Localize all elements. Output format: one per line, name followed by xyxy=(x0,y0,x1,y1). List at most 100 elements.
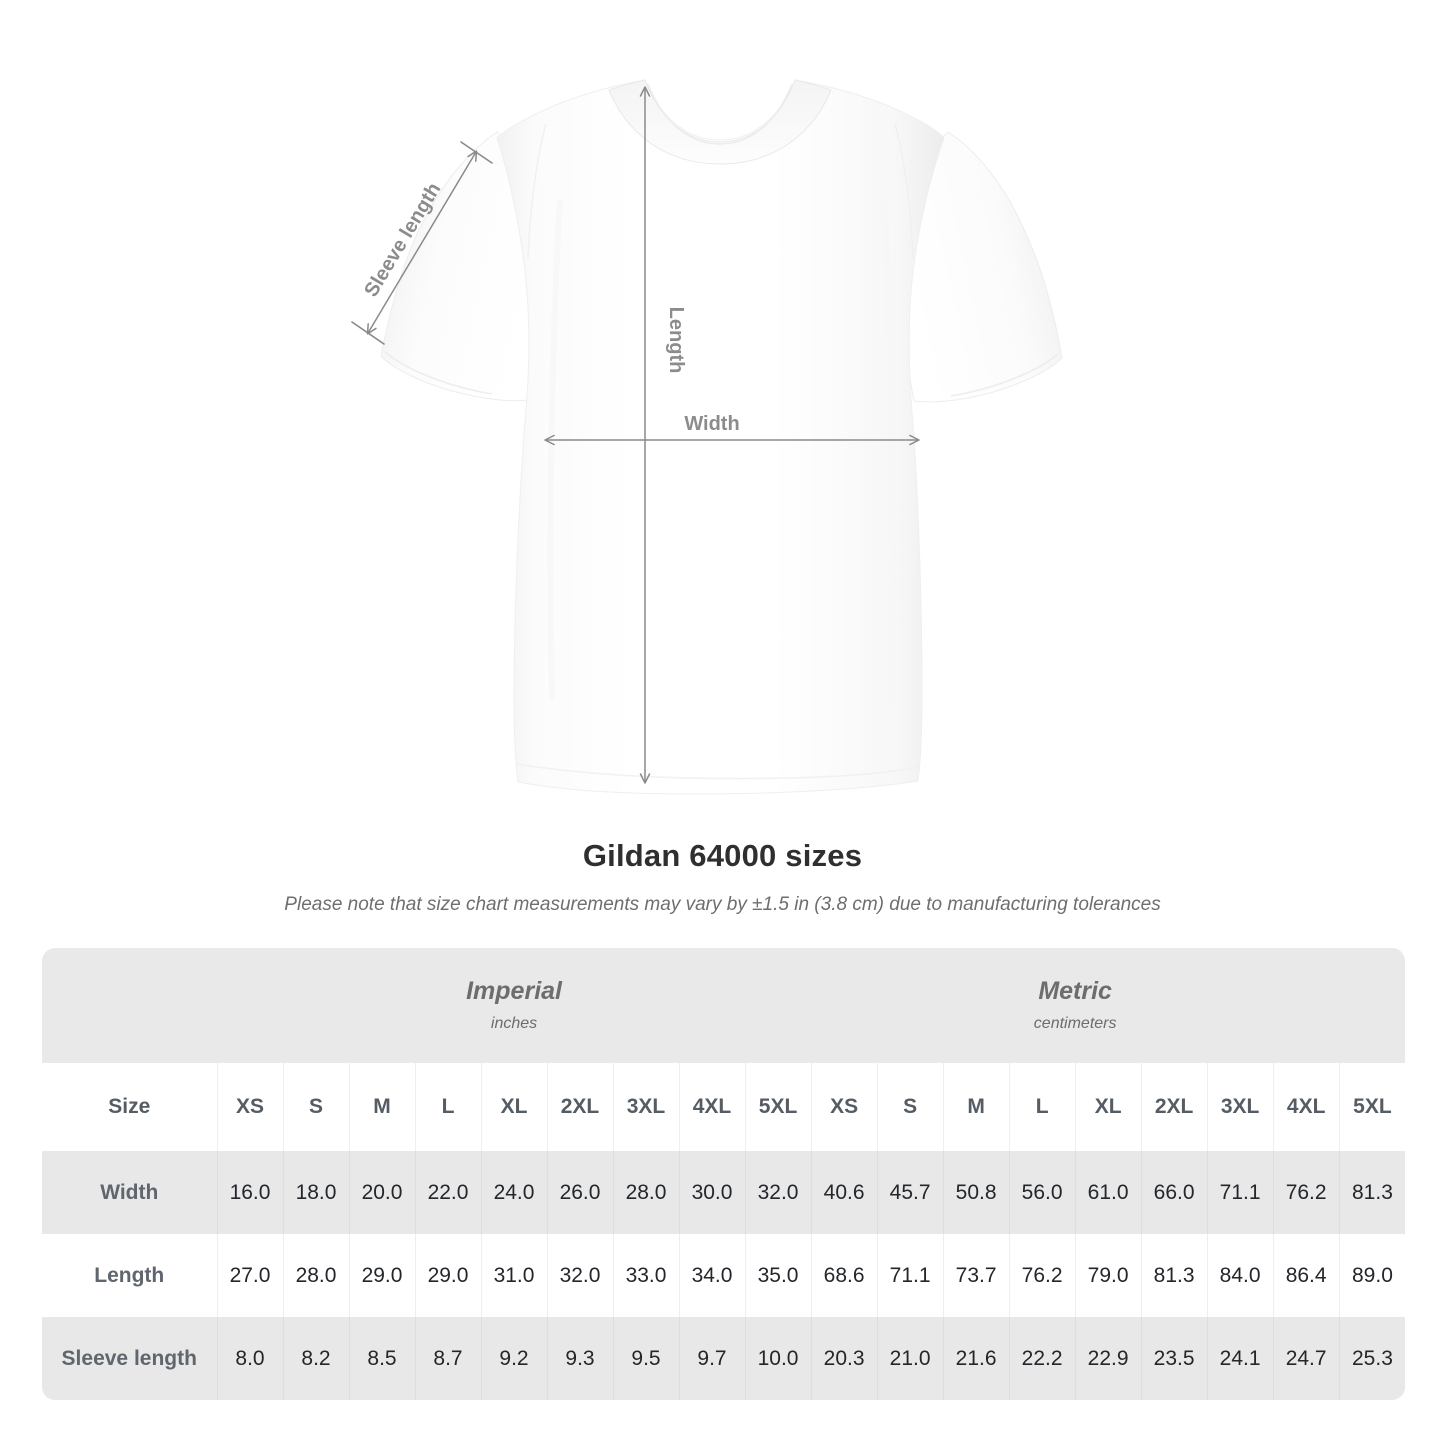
cell-sleeve-met-1: 21.0 xyxy=(876,1317,944,1400)
table-row: Sleeve length 8.0 8.2 8.5 8.7 9.2 9.3 9.… xyxy=(42,1317,1406,1400)
cell-length-imp-6: 33.0 xyxy=(612,1234,679,1317)
right-shoulder-seam xyxy=(894,123,914,259)
cell-width-imp-7: 30.0 xyxy=(678,1151,745,1234)
cell-length-imp-8: 35.0 xyxy=(744,1234,812,1317)
cell-width-met-5: 66.0 xyxy=(1140,1151,1208,1234)
tolerance-note: Please note that size chart measurements… xyxy=(284,894,1161,915)
cell-sleeve-imp-6: 9.5 xyxy=(612,1317,679,1400)
header-cell-13: XL xyxy=(1074,1063,1142,1151)
left-sleeve-hem xyxy=(384,351,493,395)
header-cell-1: S xyxy=(282,1063,349,1151)
size-header-row: Size XS S M L XL 2XL 3XL 4XL 5XL XS S M … xyxy=(42,1063,1406,1151)
cell-sleeve-met-7: 24.7 xyxy=(1272,1317,1340,1400)
cell-length-imp-7: 34.0 xyxy=(678,1234,745,1317)
unit-cell-imperial: Imperial inches xyxy=(217,948,812,1063)
size-chart-table: Imperial inches Metric centimeters Size … xyxy=(42,948,1406,1400)
cell-width-met-7: 76.2 xyxy=(1272,1151,1340,1234)
cell-sleeve-met-4: 22.9 xyxy=(1074,1317,1142,1400)
shirt-body xyxy=(496,79,945,795)
tshirt-shape xyxy=(380,79,1063,795)
tshirt-diagram: Sleeve length Length Width xyxy=(351,79,1063,795)
cell-width-imp-4: 24.0 xyxy=(480,1151,547,1234)
unit-name-imperial: Imperial xyxy=(466,977,562,1005)
cell-length-met-1: 71.1 xyxy=(876,1234,944,1317)
cell-width-met-8: 81.3 xyxy=(1338,1151,1406,1234)
size-chart-table-wrap: Imperial inches Metric centimeters Size … xyxy=(42,948,1406,1400)
cell-length-met-5: 81.3 xyxy=(1140,1234,1208,1317)
header-cell-10: S xyxy=(876,1063,944,1151)
bottom-hem xyxy=(515,763,921,780)
cell-width-imp-1: 18.0 xyxy=(282,1151,349,1234)
cell-width-met-0: 40.6 xyxy=(810,1151,878,1234)
cell-width-met-4: 61.0 xyxy=(1074,1151,1142,1234)
tshirt-svg: Sleeve length Length Width xyxy=(351,79,1063,795)
cell-sleeve-imp-4: 9.2 xyxy=(480,1317,547,1400)
cell-width-imp-3: 22.0 xyxy=(414,1151,481,1234)
cell-sleeve-met-2: 21.6 xyxy=(942,1317,1010,1400)
cell-width-met-6: 71.1 xyxy=(1206,1151,1274,1234)
cell-sleeve-imp-5: 9.3 xyxy=(546,1317,613,1400)
cell-sleeve-imp-2: 8.5 xyxy=(348,1317,415,1400)
header-cell-8: 5XL xyxy=(744,1063,812,1151)
title-block: Gildan 64000 sizes Please note that size… xyxy=(0,836,1445,917)
cell-length-imp-4: 31.0 xyxy=(480,1234,547,1317)
unit-sub-imperial: inches xyxy=(490,1015,538,1032)
left-shoulder-seam xyxy=(527,123,547,259)
neck-opening xyxy=(647,83,793,145)
cell-width-imp-6: 28.0 xyxy=(612,1151,679,1234)
sleeve-length-arrow xyxy=(366,150,478,335)
header-cell-11: M xyxy=(942,1063,1010,1151)
right-sleeve-hem xyxy=(950,353,1059,397)
cell-length-met-0: 68.6 xyxy=(810,1234,878,1317)
right-sleeve xyxy=(895,131,1063,403)
cell-width-met-2: 50.8 xyxy=(942,1151,1010,1234)
unit-end-cell xyxy=(1339,948,1406,1063)
row-label-width: Width xyxy=(42,1151,217,1234)
unit-cell-metric: Metric centimeters xyxy=(811,948,1340,1063)
cell-length-imp-2: 29.0 xyxy=(348,1234,415,1317)
cell-sleeve-imp-1: 8.2 xyxy=(282,1317,349,1400)
header-cell-17: 5XL xyxy=(1338,1063,1406,1151)
row-label-length: Length xyxy=(42,1234,217,1317)
cell-length-met-7: 86.4 xyxy=(1272,1234,1340,1317)
header-cell-12: L xyxy=(1008,1063,1076,1151)
cell-width-met-3: 56.0 xyxy=(1008,1151,1076,1234)
cell-sleeve-met-3: 22.2 xyxy=(1008,1317,1076,1400)
unit-header-row: Imperial inches Metric centimeters xyxy=(42,948,1406,1063)
cell-sleeve-imp-8: 10.0 xyxy=(744,1317,812,1400)
cell-length-imp-5: 32.0 xyxy=(546,1234,613,1317)
cell-sleeve-met-6: 24.1 xyxy=(1206,1317,1274,1400)
cell-length-imp-3: 29.0 xyxy=(414,1234,481,1317)
header-size-label: Size xyxy=(42,1063,217,1151)
width-label: Width xyxy=(684,413,739,435)
header-cell-5: 2XL xyxy=(546,1063,613,1151)
unit-corner-cell xyxy=(42,948,217,1063)
header-cell-7: 4XL xyxy=(678,1063,745,1151)
cell-width-imp-8: 32.0 xyxy=(744,1151,812,1234)
cell-sleeve-imp-3: 8.7 xyxy=(414,1317,481,1400)
cell-sleeve-imp-7: 9.7 xyxy=(678,1317,745,1400)
cell-sleeve-imp-0: 8.0 xyxy=(216,1317,283,1400)
cell-sleeve-met-8: 25.3 xyxy=(1338,1317,1406,1400)
header-cell-6: 3XL xyxy=(612,1063,679,1151)
header-cell-14: 2XL xyxy=(1140,1063,1208,1151)
unit-sub-metric: centimeters xyxy=(1033,1015,1117,1032)
cell-length-met-2: 73.7 xyxy=(942,1234,1010,1317)
cell-width-met-1: 45.7 xyxy=(876,1151,944,1234)
cell-width-imp-5: 26.0 xyxy=(546,1151,613,1234)
header-cell-2: M xyxy=(348,1063,415,1151)
cell-width-imp-2: 20.0 xyxy=(348,1151,415,1234)
header-cell-16: 4XL xyxy=(1272,1063,1340,1151)
header-cell-9: XS xyxy=(810,1063,878,1151)
length-label: Length xyxy=(665,307,687,374)
row-label-sleeve-length: Sleeve length xyxy=(42,1317,217,1400)
header-cell-0: XS xyxy=(216,1063,283,1151)
collar xyxy=(608,79,832,165)
table-row: Width 16.0 18.0 20.0 22.0 24.0 26.0 28.0… xyxy=(42,1151,1406,1234)
cell-length-met-4: 79.0 xyxy=(1074,1234,1142,1317)
table-row: Length 27.0 28.0 29.0 29.0 31.0 32.0 33.… xyxy=(42,1234,1406,1317)
cell-length-imp-1: 28.0 xyxy=(282,1234,349,1317)
cell-length-imp-0: 27.0 xyxy=(216,1234,283,1317)
header-cell-4: XL xyxy=(480,1063,547,1151)
cell-sleeve-met-0: 20.3 xyxy=(810,1317,878,1400)
